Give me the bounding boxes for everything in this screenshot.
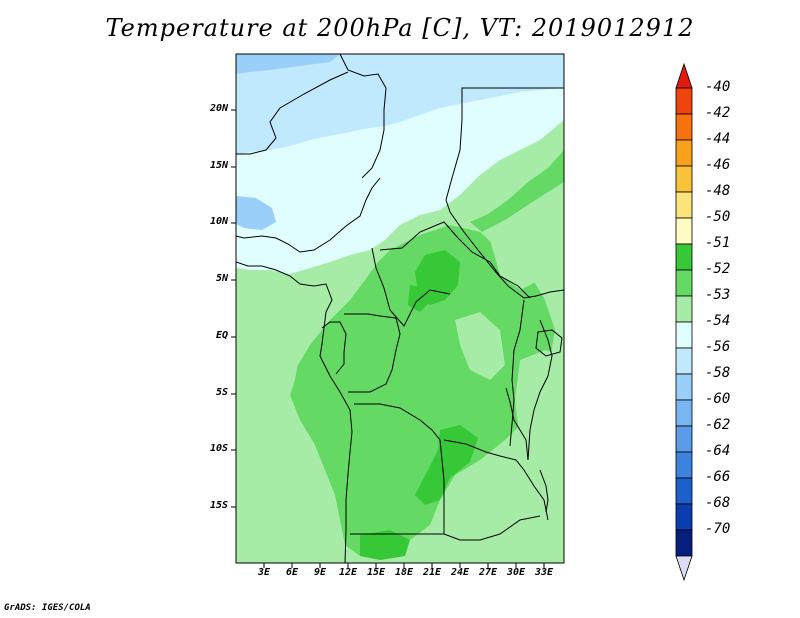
lon-label: 27E xyxy=(478,567,498,578)
colorbar-segment xyxy=(675,451,693,479)
lat-label: 15S xyxy=(209,500,228,511)
lat-ticks xyxy=(231,109,236,508)
lon-label: 18E xyxy=(394,567,414,578)
field-m52-region xyxy=(290,225,555,556)
border-cameroon-car xyxy=(371,247,451,327)
colorbar-bottom-arrow xyxy=(675,555,693,582)
border-car xyxy=(379,221,531,299)
colorbar-segment xyxy=(675,373,693,401)
colorbar-segment xyxy=(675,347,693,375)
border-niger-chad xyxy=(236,71,349,155)
field-m51-patch xyxy=(415,250,460,305)
field-m53-centre xyxy=(455,312,505,380)
colorbar-label: -40 xyxy=(705,79,731,95)
temperature-field xyxy=(236,54,564,563)
colorbar-segment xyxy=(675,269,693,297)
field-m53-northeast xyxy=(490,235,545,290)
grads-credit: GrADS: IGES/COLA xyxy=(4,603,91,613)
colorbar-segment xyxy=(675,321,693,349)
lat-label: EQ xyxy=(215,330,228,341)
map-frame xyxy=(235,53,565,564)
lon-ticks xyxy=(263,563,545,568)
colorbar-label: -66 xyxy=(705,469,731,485)
colorbar-label: -60 xyxy=(705,391,731,407)
lon-label: 30E xyxy=(506,567,526,578)
lon-label: 12E xyxy=(338,567,358,578)
colorbar-label: -44 xyxy=(705,131,731,147)
border-east-coast xyxy=(527,319,553,461)
border-congo-drc xyxy=(344,313,401,393)
boundaries xyxy=(236,54,564,563)
border-zambia-south xyxy=(443,515,541,541)
border-libya-sudan xyxy=(461,87,564,110)
border-chad-north xyxy=(339,54,387,179)
colorbar-label: -52 xyxy=(705,261,731,277)
colorbar-label: -48 xyxy=(705,183,731,199)
lake-malawi xyxy=(539,469,549,513)
lake-victoria xyxy=(535,329,563,357)
lon-label: 24E xyxy=(450,567,470,578)
field-m51-patch xyxy=(408,285,430,312)
lat-label: 10N xyxy=(209,216,228,227)
map-title: Temperature at 200hPa [C], VT: 201901291… xyxy=(105,14,695,42)
colorbar-label: -70 xyxy=(705,521,731,537)
colorbar-segment xyxy=(675,477,693,505)
colorbar-top-arrow xyxy=(675,62,693,89)
border-chad-sudan xyxy=(445,100,495,271)
lat-label: 10S xyxy=(209,443,228,454)
colorbar-segment xyxy=(675,139,693,167)
border-gabon xyxy=(321,321,347,375)
colorbar-segment xyxy=(675,217,693,245)
colorbar-segment xyxy=(675,87,693,115)
colorbar-segment xyxy=(675,529,693,557)
colorbar-label: -53 xyxy=(705,287,731,303)
field-m56-region xyxy=(236,54,564,155)
colorbar-label: -51 xyxy=(705,235,731,251)
field-m51-patch xyxy=(415,425,478,505)
lon-label: 6E xyxy=(285,567,299,578)
colorbar-segment xyxy=(675,425,693,453)
colorbar-label: -42 xyxy=(705,105,731,121)
colorbar-segment xyxy=(675,191,693,219)
lake-tanganyika xyxy=(505,387,529,461)
lon-label: 33E xyxy=(534,567,554,578)
colorbar-segment xyxy=(675,165,693,193)
field-m52-band xyxy=(470,150,564,232)
colorbar xyxy=(675,62,693,582)
border-sudan-south xyxy=(493,269,564,299)
lat-label: 15N xyxy=(209,160,228,171)
border-drc-east xyxy=(509,299,525,447)
colorbar-segment xyxy=(675,295,693,323)
border-angola xyxy=(350,403,445,535)
lat-label: 20N xyxy=(209,103,228,114)
border-zambia xyxy=(443,439,549,521)
colorbar-label: -62 xyxy=(705,417,731,433)
field-m53-west xyxy=(236,300,330,563)
field-m58-patch xyxy=(236,54,340,74)
lon-label: 9E xyxy=(313,567,327,578)
lat-label: 5S xyxy=(215,387,228,398)
colorbar-label: -50 xyxy=(705,209,731,225)
border-nigeria xyxy=(236,177,381,253)
colorbar-segment xyxy=(675,399,693,427)
colorbar-label: -68 xyxy=(705,495,731,511)
lat-label: 5N xyxy=(215,273,228,284)
colorbar-segment xyxy=(675,503,693,531)
colorbar-label: -64 xyxy=(705,443,731,459)
colorbar-label: -56 xyxy=(705,339,731,355)
lon-label: 15E xyxy=(366,567,386,578)
field-m53-southeast xyxy=(440,490,564,563)
field-m58-patch xyxy=(236,196,276,230)
colorbar-label: -46 xyxy=(705,157,731,173)
coastline-west-africa xyxy=(236,261,353,563)
lon-label: 21E xyxy=(422,567,442,578)
lon-label: 3E xyxy=(257,567,271,578)
colorbar-segment xyxy=(675,113,693,141)
colorbar-label: -54 xyxy=(705,313,731,329)
colorbar-segment xyxy=(675,243,693,271)
field-m51-patch xyxy=(360,530,410,560)
colorbar-label: -58 xyxy=(705,365,731,381)
